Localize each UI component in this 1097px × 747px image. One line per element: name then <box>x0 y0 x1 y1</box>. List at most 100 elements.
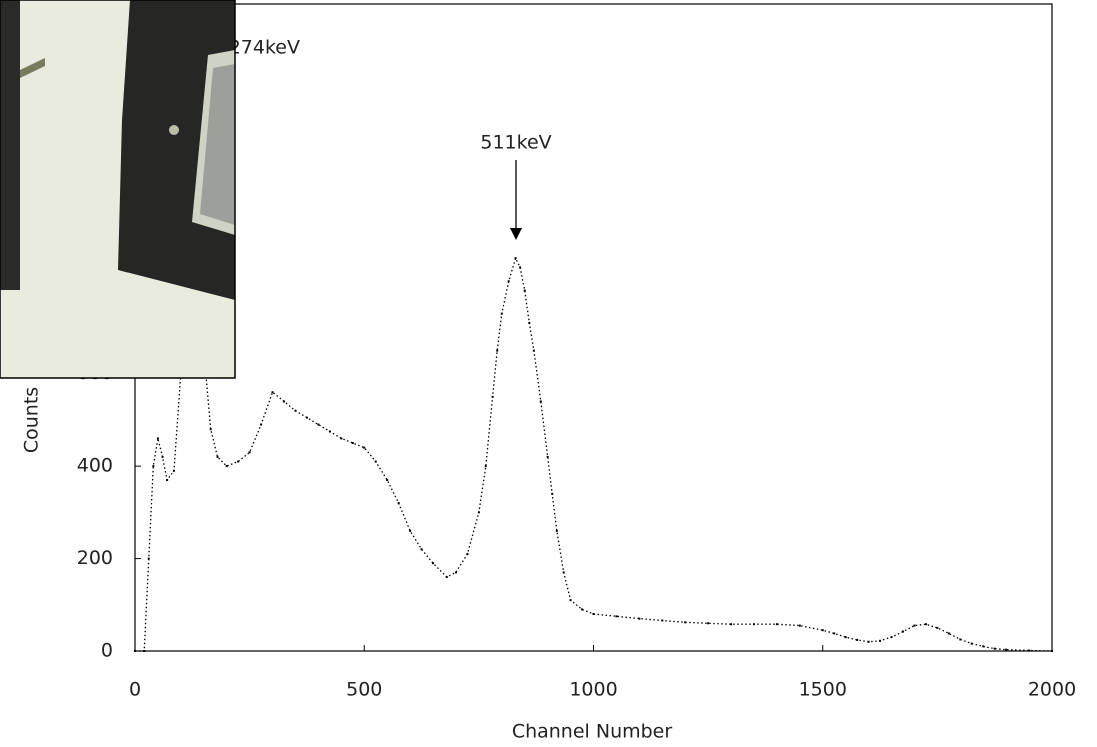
data-point <box>507 280 510 283</box>
data-point <box>156 437 159 440</box>
data-point <box>271 391 274 394</box>
data-point <box>445 576 448 579</box>
data-point <box>143 650 146 652</box>
data-point <box>209 428 212 431</box>
data-point <box>397 502 400 505</box>
data-point <box>970 642 973 645</box>
x-tick-label: 0 <box>129 679 141 701</box>
data-point <box>305 416 308 419</box>
data-point <box>752 623 755 626</box>
data-point <box>514 257 517 260</box>
data-point <box>351 442 354 445</box>
data-point <box>592 613 595 616</box>
data-point <box>730 623 733 626</box>
data-point <box>901 630 904 633</box>
data-point <box>638 617 641 620</box>
data-point <box>775 623 778 626</box>
data-point <box>491 395 494 398</box>
inset-photo <box>0 0 236 379</box>
x-tick-label: 1500 <box>799 679 847 701</box>
data-point <box>867 640 870 643</box>
data-point <box>477 511 480 514</box>
data-point <box>993 647 996 650</box>
data-point <box>684 621 687 624</box>
data-point <box>856 638 859 641</box>
x-tick-label: 1000 <box>569 679 617 701</box>
y-tick-label: 0 <box>101 640 113 662</box>
data-point <box>798 624 801 627</box>
data-point <box>496 349 499 352</box>
data-point <box>432 562 435 565</box>
data-point <box>260 423 263 426</box>
spectrum-trace <box>135 256 1053 652</box>
data-point <box>172 469 175 472</box>
data-point <box>551 492 554 495</box>
data-point <box>161 455 164 458</box>
data-point <box>555 529 558 532</box>
y-tick-label: 400 <box>77 455 113 477</box>
data-point <box>913 624 916 627</box>
data-point <box>936 626 939 629</box>
data-point <box>569 599 572 602</box>
data-point <box>466 552 469 555</box>
y-tick-label: 200 <box>77 547 113 569</box>
data-point <box>879 639 882 642</box>
data-point <box>363 446 366 449</box>
photo-object <box>0 0 20 290</box>
x-axis-label: Channel Number <box>512 721 673 743</box>
data-point <box>374 460 377 463</box>
data-point <box>833 632 836 635</box>
data-point <box>615 615 618 618</box>
photo-dot <box>169 125 179 135</box>
inset-frame <box>0 0 236 379</box>
data-point <box>947 632 950 635</box>
data-point <box>317 423 320 426</box>
plot-frame <box>134 3 1053 652</box>
data-point <box>147 557 150 560</box>
data-point <box>523 289 526 292</box>
data-point <box>959 638 962 641</box>
data-point <box>152 465 155 468</box>
photo-window <box>200 64 235 225</box>
data-point <box>707 622 710 625</box>
data-point <box>1028 649 1031 652</box>
data-point <box>1005 648 1008 651</box>
data-point <box>484 465 487 468</box>
data-point <box>821 629 824 632</box>
annotation: 511keV <box>480 132 551 154</box>
data-point <box>454 571 457 574</box>
data-point <box>340 437 343 440</box>
data-point <box>532 349 535 352</box>
data-point <box>283 400 286 403</box>
data-point <box>924 623 927 626</box>
data-point <box>237 460 240 463</box>
data-point <box>166 479 169 482</box>
annotation: 1274keV <box>217 37 300 59</box>
x-tick-label: 2000 <box>1028 679 1076 701</box>
data-point <box>409 529 412 532</box>
data-point <box>500 312 503 315</box>
data-point <box>539 400 542 403</box>
annotation-arrowhead <box>510 228 522 240</box>
x-tick-label: 500 <box>346 679 382 701</box>
data-point <box>328 430 331 433</box>
data-point <box>546 455 549 458</box>
data-point <box>386 479 389 482</box>
data-point <box>248 451 251 454</box>
data-point <box>225 465 228 468</box>
data-point <box>982 645 985 648</box>
photo-object <box>20 58 45 78</box>
data-point <box>581 608 584 611</box>
data-point <box>562 571 565 574</box>
data-point <box>294 409 297 412</box>
data-point <box>420 548 423 551</box>
data-point <box>661 619 664 622</box>
data-point <box>216 455 219 458</box>
data-point <box>890 636 893 639</box>
data-point <box>844 636 847 639</box>
y-axis-label: Counts <box>21 387 43 453</box>
marks <box>134 256 1053 652</box>
data-point <box>519 266 522 269</box>
